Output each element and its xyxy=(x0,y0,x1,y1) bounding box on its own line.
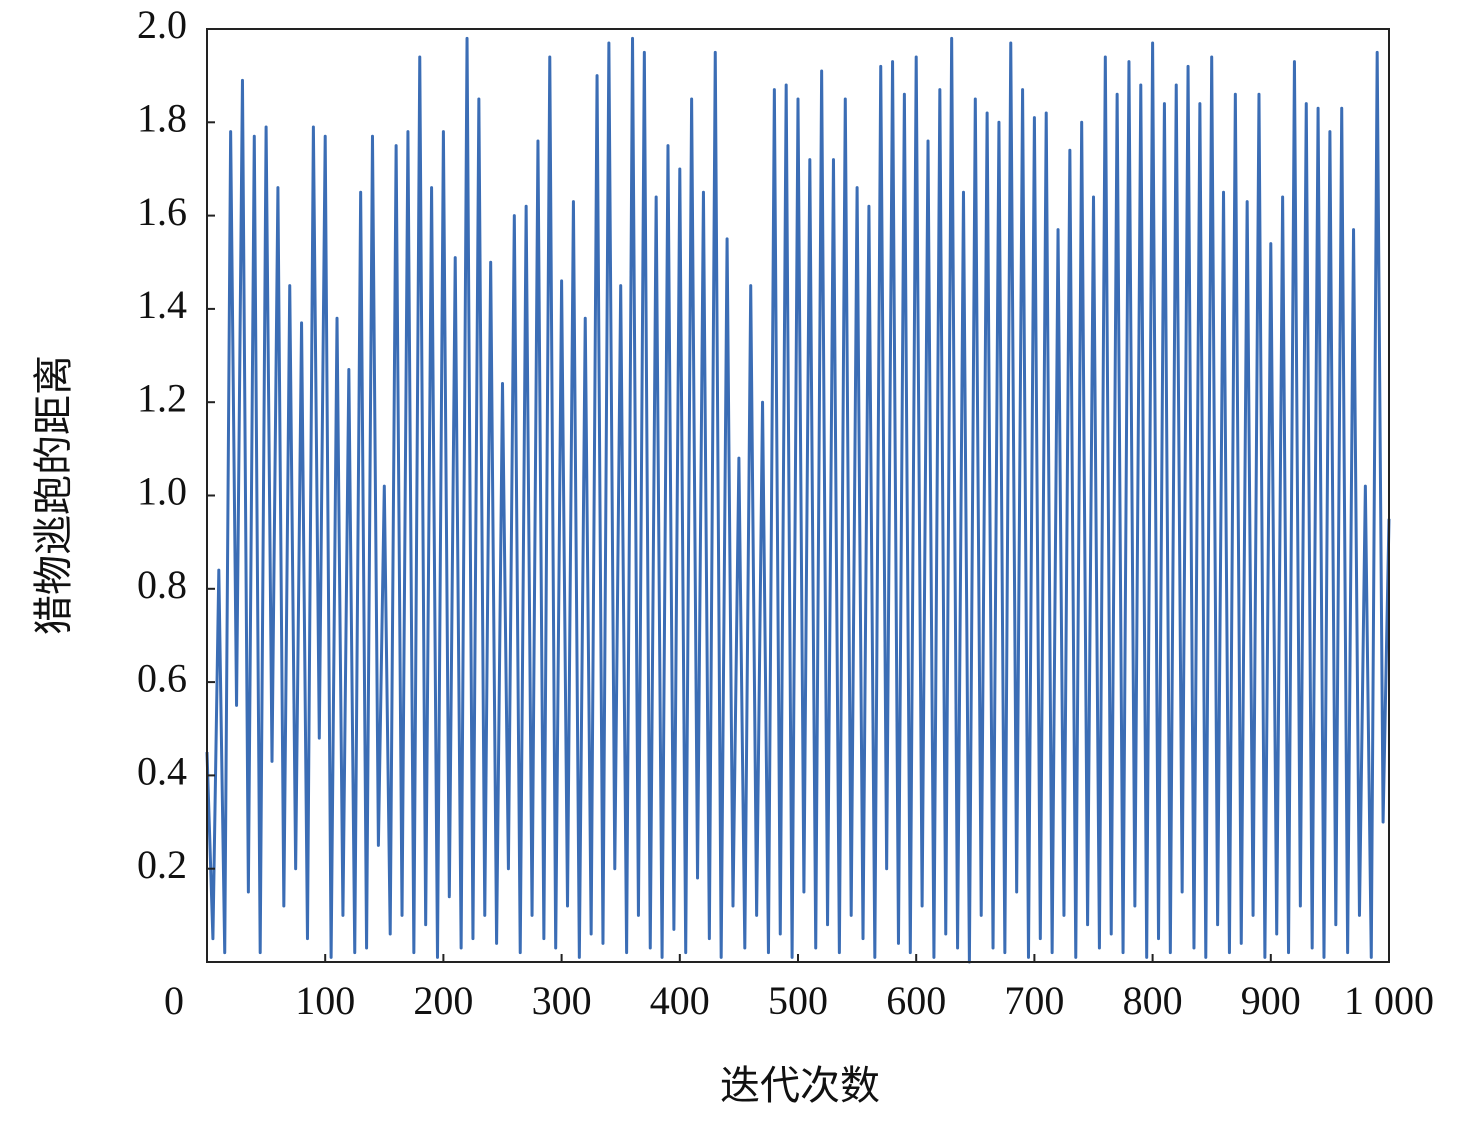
x-tick-label: 800 xyxy=(1123,978,1183,1023)
x-tick-label: 700 xyxy=(1004,978,1064,1023)
y-tick-label: 1.0 xyxy=(137,469,187,514)
y-axis-label: 猎物逃跑的距离 xyxy=(31,355,76,635)
x-tick-label: 0 xyxy=(164,978,184,1023)
y-tick-label: 0.4 xyxy=(137,749,187,794)
x-tick-label: 600 xyxy=(886,978,946,1023)
x-axis-label: 迭代次数 xyxy=(720,1063,880,1108)
y-tick-label: 1.8 xyxy=(137,95,187,140)
data-line xyxy=(205,36,1391,964)
y-tick-label: 1.2 xyxy=(137,375,187,420)
x-tick-label: 300 xyxy=(532,978,592,1023)
y-tick-label: 2.0 xyxy=(137,2,187,47)
x-tick-label: 900 xyxy=(1241,978,1301,1023)
x-tick-label: 400 xyxy=(650,978,710,1023)
x-tick-label: 100 xyxy=(295,978,355,1023)
y-tick-label: 1.6 xyxy=(137,189,187,234)
x-tick-label: 200 xyxy=(413,978,473,1023)
y-tick-label: 0.8 xyxy=(137,562,187,607)
y-tick-label: 1.4 xyxy=(137,282,187,327)
y-tick-label: 0.2 xyxy=(137,842,187,887)
x-tick-label: 1 000 xyxy=(1344,978,1434,1023)
y-tick-label: 0.6 xyxy=(137,655,187,700)
x-tick-label: 500 xyxy=(768,978,828,1023)
